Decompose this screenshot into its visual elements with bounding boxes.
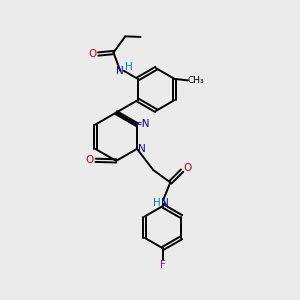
Text: H: H (153, 198, 160, 208)
Text: F: F (160, 260, 166, 269)
Text: O: O (184, 163, 192, 173)
Text: H: H (125, 62, 133, 72)
Text: CH₃: CH₃ (188, 76, 204, 85)
Text: N: N (138, 144, 145, 154)
Text: N: N (160, 198, 168, 208)
Text: O: O (88, 49, 96, 59)
Text: N: N (116, 66, 124, 76)
Text: O: O (85, 155, 93, 165)
Text: =N: =N (134, 119, 151, 129)
